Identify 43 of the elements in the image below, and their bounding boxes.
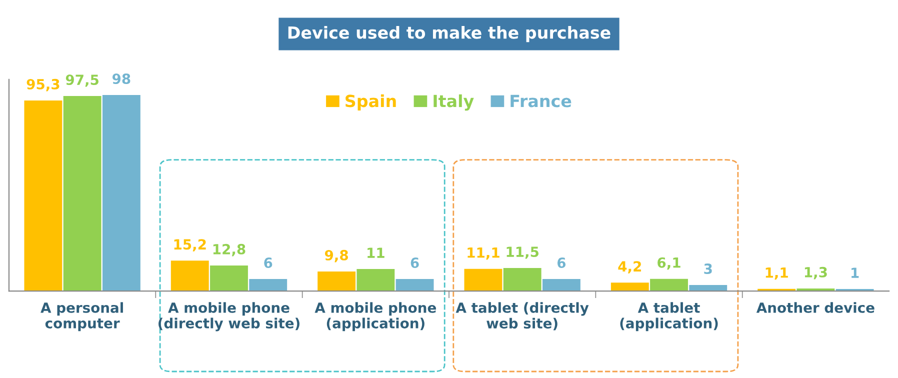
data-label: 6 <box>264 258 272 268</box>
bar <box>356 269 395 292</box>
bar <box>170 260 209 292</box>
x-tick-label: A mobile phone (application) <box>314 302 436 332</box>
data-label: 6 <box>557 258 566 268</box>
bar <box>650 278 688 292</box>
bar <box>102 95 140 292</box>
x-tick-label: Another device <box>756 302 874 313</box>
x-tick-label: A personal computer <box>40 302 123 332</box>
data-label: 4,2 <box>618 261 641 274</box>
data-label: 12,8 <box>213 244 246 256</box>
legend-label: France <box>510 94 572 108</box>
bar <box>249 279 288 292</box>
data-label: 1,3 <box>804 266 827 280</box>
data-label: 3 <box>704 264 712 274</box>
data-label: 95,3 <box>26 78 60 92</box>
data-label: 15,2 <box>174 239 206 252</box>
data-label: 11,5 <box>506 246 538 259</box>
data-label: 6 <box>410 258 419 268</box>
data-label: 1,1 <box>766 268 788 280</box>
data-label: 6,1 <box>658 257 680 270</box>
x-tick-label: A mobile phone (directly web site) <box>158 302 300 332</box>
bar <box>503 268 542 292</box>
bar <box>610 282 649 292</box>
data-label: 9,8 <box>324 250 348 262</box>
bar <box>318 271 356 292</box>
x-tick-label: A tablet (application) <box>620 302 718 332</box>
bar <box>210 265 248 292</box>
legend-label: Italy <box>434 94 474 111</box>
data-label: 97,5 <box>66 74 98 87</box>
bar <box>396 279 434 292</box>
x-tick-label: A tablet (directly web site) <box>456 302 589 330</box>
data-label: 1 <box>852 268 859 278</box>
bar <box>542 279 580 292</box>
data-label: 11,1 <box>468 248 500 260</box>
bar <box>63 96 102 292</box>
bar <box>689 285 728 292</box>
chart-title: Device used to make the purchase <box>288 26 610 42</box>
legend-label: Spain <box>346 94 396 111</box>
bar <box>464 268 502 292</box>
data-label: 11 <box>368 248 384 258</box>
bar <box>24 100 62 292</box>
data-label: 98 <box>112 74 130 84</box>
